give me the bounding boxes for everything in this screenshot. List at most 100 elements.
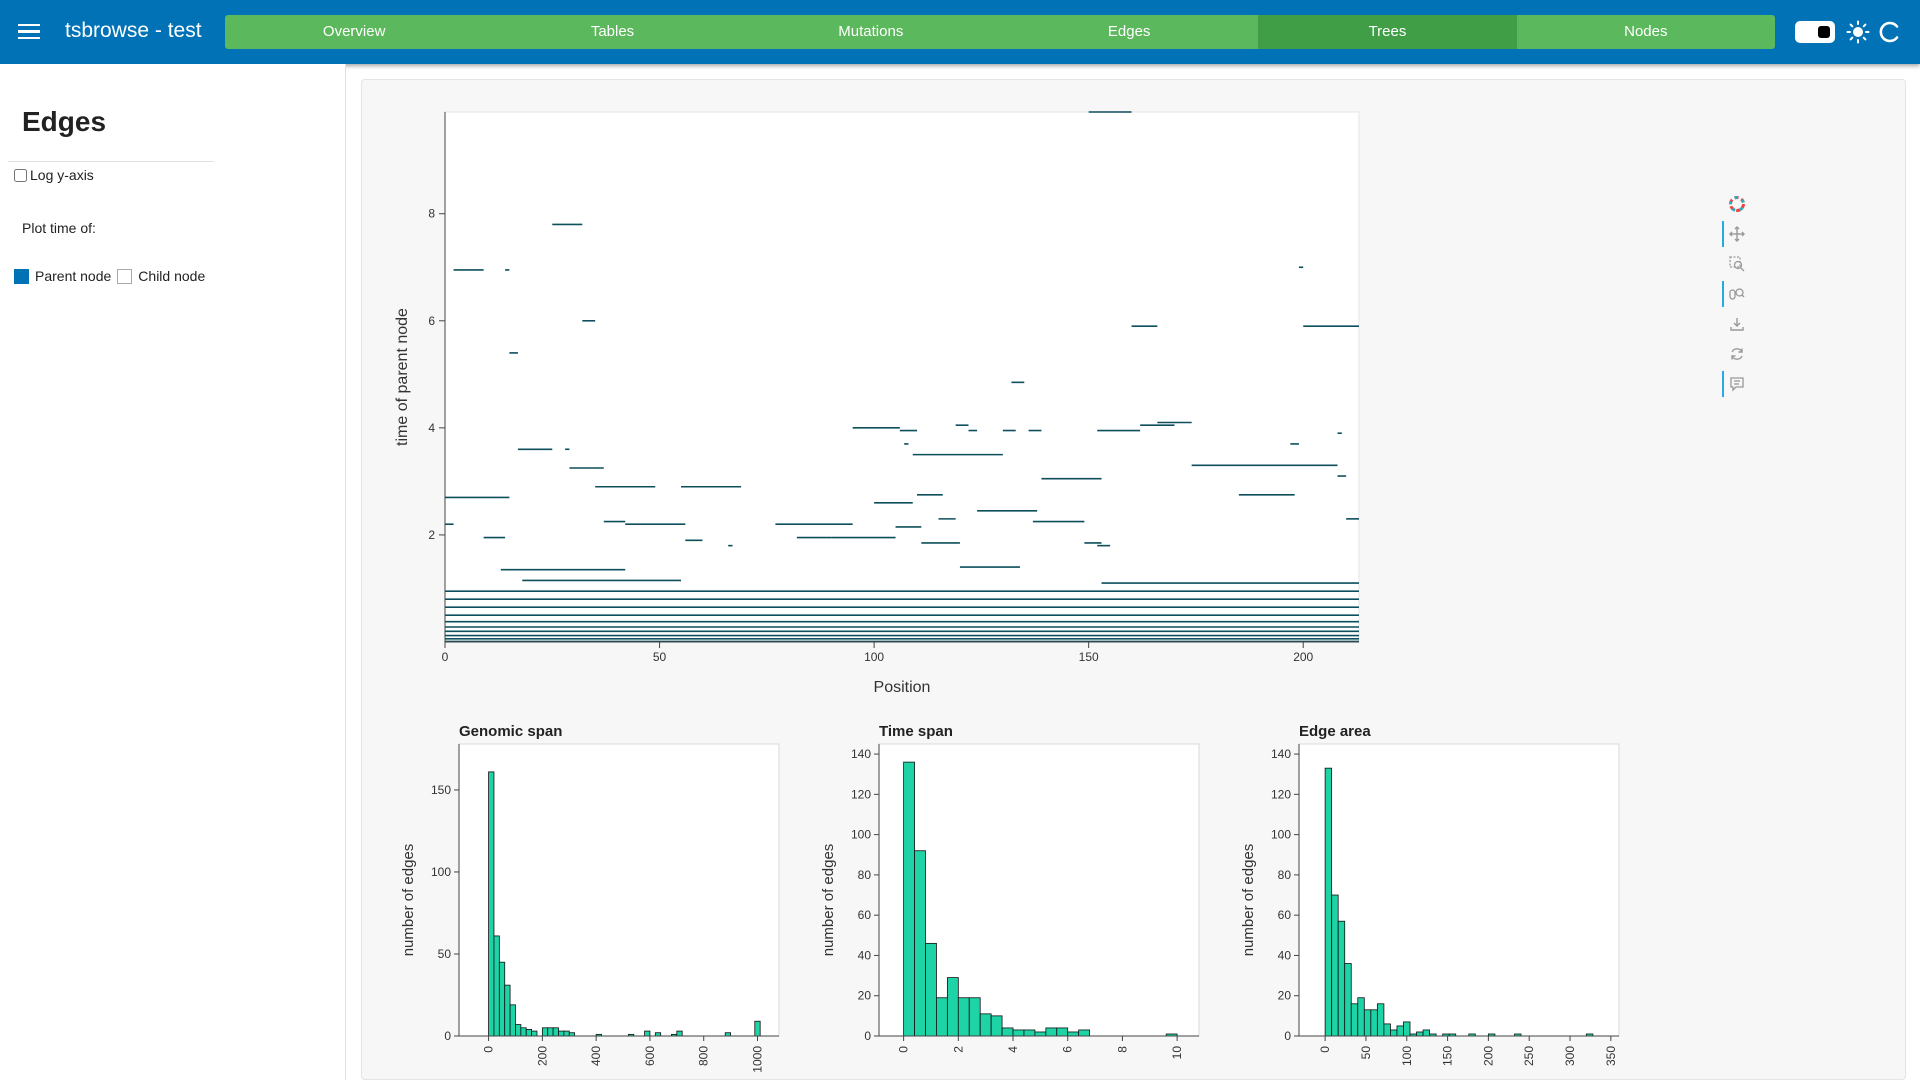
y-tick-label: 8 bbox=[428, 207, 435, 221]
y-tick-label: 2 bbox=[428, 528, 435, 542]
log-y-axis-option[interactable]: Log y-axis bbox=[14, 167, 94, 183]
histogram-bar bbox=[1067, 1031, 1080, 1037]
y-axis-label: time of parent node bbox=[394, 308, 411, 446]
theme-toggle[interactable] bbox=[1795, 21, 1835, 43]
histogram-bar bbox=[968, 997, 981, 1037]
histogram-bar bbox=[1357, 997, 1365, 1037]
y-tick-label: 150 bbox=[431, 783, 451, 797]
bokeh-logo-icon[interactable] bbox=[1722, 189, 1752, 219]
parent-node-checkbox[interactable] bbox=[14, 268, 29, 284]
histogram-bar bbox=[547, 1027, 554, 1037]
hover-icon[interactable] bbox=[1722, 369, 1752, 399]
histogram-bar bbox=[754, 1020, 761, 1037]
menu-icon[interactable] bbox=[18, 20, 42, 42]
log-y-axis-label: Log y-axis bbox=[30, 167, 94, 183]
tab-mutations[interactable]: Mutations bbox=[838, 23, 904, 40]
y-tick-label: 60 bbox=[858, 908, 872, 922]
histogram-title: Time span bbox=[879, 723, 953, 740]
child-node-checkbox[interactable] bbox=[117, 268, 133, 284]
histogram-bar bbox=[1078, 1029, 1090, 1037]
save-icon[interactable] bbox=[1722, 309, 1752, 339]
histogram-bar bbox=[1396, 1025, 1404, 1037]
histogram-bar bbox=[957, 997, 970, 1037]
histogram-bar bbox=[990, 1015, 1003, 1037]
histogram-bar bbox=[504, 984, 511, 1037]
x-tick-label: 250 bbox=[1522, 1046, 1536, 1066]
histogram-bar bbox=[1023, 1029, 1036, 1037]
y-tick-label: 140 bbox=[1271, 747, 1291, 761]
log-y-axis-checkbox[interactable] bbox=[14, 168, 27, 182]
y-tick-label: 100 bbox=[851, 828, 871, 842]
y-tick-label: 0 bbox=[864, 1029, 871, 1043]
tab-trees[interactable]: Trees bbox=[1258, 15, 1517, 49]
histogram-bar bbox=[1337, 920, 1346, 1037]
histogram-bar bbox=[903, 761, 915, 1037]
x-axis-label: Position bbox=[874, 679, 931, 696]
histogram-bar bbox=[925, 942, 937, 1037]
y-tick-label: 4 bbox=[428, 421, 435, 435]
plot-time-options: Parent node Child node bbox=[14, 268, 211, 284]
y-tick-label: 140 bbox=[851, 747, 871, 761]
x-tick-label: 10 bbox=[1170, 1046, 1184, 1060]
y-tick-label: 20 bbox=[858, 989, 872, 1003]
tab-nodes[interactable]: Nodes bbox=[1624, 23, 1668, 40]
reset-icon[interactable] bbox=[1722, 339, 1752, 369]
tab-edges[interactable]: Edges bbox=[1107, 23, 1151, 40]
x-tick-label: 8 bbox=[1115, 1046, 1129, 1053]
histogram-bar bbox=[509, 1004, 516, 1037]
histogram-title: Edge area bbox=[1299, 723, 1371, 740]
x-tick-label: 50 bbox=[1359, 1046, 1373, 1060]
plot-time-label: Plot time of: bbox=[22, 220, 96, 236]
histogram-bar bbox=[1350, 1003, 1359, 1037]
histogram-bar bbox=[1363, 1009, 1372, 1037]
main-panel: 0 50 100 150 200 2 4 6 8 Position time of parent n… bbox=[361, 79, 1906, 1080]
x-tick-label: 350 bbox=[1604, 1046, 1618, 1066]
child-node-label: Child node bbox=[138, 268, 206, 284]
histogram-bar bbox=[531, 1030, 538, 1037]
histogram-bar bbox=[493, 935, 500, 1037]
tab-tables[interactable]: Tables bbox=[590, 23, 635, 40]
y-tick-label: 40 bbox=[1278, 948, 1292, 962]
histogram-bar bbox=[676, 1030, 683, 1037]
y-tick-label: 0 bbox=[1284, 1029, 1291, 1043]
pan-icon[interactable] bbox=[1722, 219, 1752, 249]
histogram-bar bbox=[558, 1030, 565, 1037]
histogram-bar bbox=[1370, 1009, 1378, 1037]
histogram-bar bbox=[520, 1027, 527, 1037]
tab-overview[interactable]: Overview bbox=[322, 23, 386, 40]
x-tick-label: 0 bbox=[482, 1046, 496, 1053]
reload-icon[interactable] bbox=[1878, 20, 1902, 44]
x-tick-label: 6 bbox=[1061, 1046, 1075, 1053]
histogram-bar bbox=[946, 977, 959, 1037]
sidebar: Edges Log y-axis Plot time of: Parent no… bbox=[0, 64, 346, 1080]
x-tick-label: 0 bbox=[1318, 1046, 1332, 1053]
histogram-title: Genomic span bbox=[459, 723, 562, 740]
sun-icon[interactable] bbox=[1846, 20, 1870, 44]
x-tick-label: 4 bbox=[1006, 1046, 1020, 1053]
x-tick-label: 200 bbox=[1481, 1046, 1495, 1066]
x-tick-label: 150 bbox=[1079, 650, 1099, 664]
wheel-zoom-icon[interactable] bbox=[1722, 279, 1752, 309]
y-tick-label: 60 bbox=[1278, 908, 1292, 922]
y-axis-label: number of edges bbox=[820, 844, 837, 957]
x-tick-label: 600 bbox=[643, 1046, 657, 1066]
histogram-bar bbox=[1045, 1027, 1058, 1037]
histogram-bar bbox=[1390, 1029, 1398, 1037]
x-tick-label: 400 bbox=[589, 1046, 603, 1066]
histogram-bar bbox=[1376, 1003, 1385, 1037]
x-tick-label: 100 bbox=[1400, 1046, 1414, 1066]
histogram-bar bbox=[1403, 1021, 1411, 1037]
top-header: tsbrowse - test Overview Tables Mutation… bbox=[0, 0, 1920, 64]
y-tick-label: 100 bbox=[431, 865, 451, 879]
histogram-bar bbox=[1056, 1027, 1069, 1037]
box-zoom-icon[interactable] bbox=[1722, 249, 1752, 279]
y-tick-label: 40 bbox=[858, 948, 872, 962]
histogram-bar bbox=[552, 1027, 559, 1037]
histogram-bar bbox=[1001, 1027, 1014, 1037]
app-title: tsbrowse - test bbox=[65, 19, 202, 42]
sidebar-divider bbox=[8, 161, 214, 162]
x-tick-label: 200 bbox=[535, 1046, 549, 1066]
x-tick-label: 0 bbox=[442, 650, 449, 664]
y-axis-label: number of edges bbox=[400, 844, 417, 957]
